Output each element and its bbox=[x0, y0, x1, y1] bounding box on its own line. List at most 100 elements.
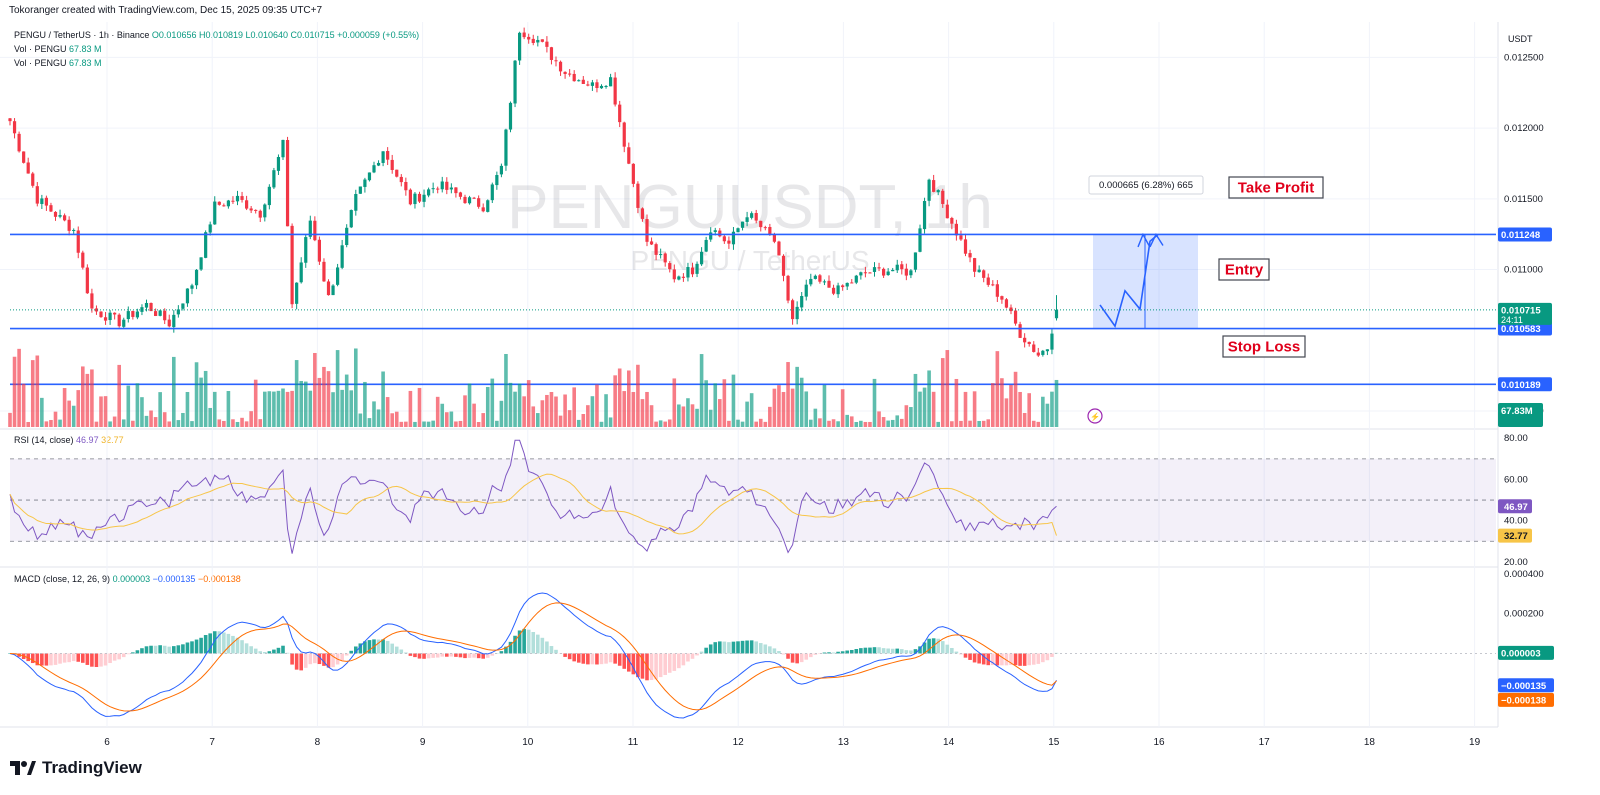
macd-hist-bar bbox=[1031, 653, 1036, 665]
macd-hist-bar bbox=[622, 653, 627, 669]
macd-hist-bar bbox=[185, 642, 190, 654]
candle-body bbox=[872, 267, 877, 272]
macd-hist-bar bbox=[658, 653, 663, 678]
macd-hist-bar bbox=[349, 650, 354, 654]
volume-bar bbox=[240, 417, 244, 427]
tradingview-logo[interactable]: TradingView bbox=[10, 758, 142, 778]
macd-hist-bar bbox=[795, 653, 799, 664]
candle-body bbox=[413, 193, 417, 205]
volume-legend-2[interactable]: Vol · PENGU 67.83 M bbox=[14, 58, 102, 68]
volume-bar bbox=[1031, 420, 1036, 427]
macd-legend[interactable]: MACD (close, 12, 26, 9) 0.000003 −0.0001… bbox=[14, 574, 241, 584]
macd-hist-bar bbox=[322, 653, 326, 666]
macd-hist-bar bbox=[172, 646, 176, 654]
macd-hist-bar bbox=[790, 653, 795, 663]
macd-label: MACD (close, 12, 26, 9) bbox=[14, 574, 111, 584]
volume-bar bbox=[322, 366, 326, 427]
macd-hist-bar bbox=[1050, 653, 1054, 657]
candle-body bbox=[1018, 324, 1022, 338]
candle-body bbox=[982, 270, 986, 278]
candle-body bbox=[326, 281, 331, 296]
candle-body bbox=[627, 147, 631, 164]
volume-bar bbox=[172, 356, 176, 427]
macd-hist-bar bbox=[881, 648, 886, 654]
candle-body bbox=[991, 284, 995, 286]
volume-bar bbox=[149, 410, 153, 427]
symbol-legend[interactable]: PENGU / TetherUS · 1h · Binance O0.01065… bbox=[14, 30, 419, 40]
candle-body bbox=[877, 267, 881, 269]
candle-body bbox=[590, 82, 594, 86]
macd-hist-bar bbox=[294, 653, 299, 670]
candle-body bbox=[295, 282, 299, 304]
macd-hist-bar bbox=[809, 653, 813, 658]
volume-bar bbox=[795, 366, 799, 427]
macd-tag bbox=[1498, 645, 1554, 660]
volume-bar bbox=[476, 421, 481, 427]
candle-body bbox=[404, 181, 408, 191]
volume-bar bbox=[849, 416, 854, 427]
candle-body bbox=[367, 172, 372, 181]
candle-body bbox=[781, 255, 786, 276]
volume-bar bbox=[827, 420, 831, 427]
price-tick-label: 0.011000 bbox=[1504, 265, 1543, 276]
currency-label: USDT bbox=[1508, 34, 1533, 44]
volume-bar bbox=[81, 366, 85, 427]
volume-bar bbox=[190, 421, 194, 427]
volume-bar bbox=[417, 387, 422, 427]
macd-hist-bar bbox=[545, 641, 549, 654]
macd-hist-bar bbox=[267, 651, 272, 654]
macd-hist-bar bbox=[17, 653, 21, 657]
volume-bar bbox=[627, 370, 631, 427]
macd-hist-bar bbox=[649, 653, 654, 681]
candle-body bbox=[72, 229, 76, 231]
candle-body bbox=[395, 169, 399, 177]
macd-hist-bar bbox=[467, 653, 472, 658]
current-price-text: 0.010715 bbox=[1501, 305, 1541, 316]
volume-bar bbox=[1054, 379, 1059, 427]
volume-bar bbox=[604, 394, 608, 427]
macd-hist-bar bbox=[581, 653, 586, 664]
macd-hist-bar bbox=[153, 645, 158, 654]
volume-bar bbox=[649, 405, 654, 427]
volume-legend[interactable]: Vol · PENGU 67.83 M bbox=[14, 44, 102, 54]
volume-bar bbox=[613, 375, 617, 427]
macd-hist-bar bbox=[1013, 653, 1018, 666]
candle-body bbox=[1004, 299, 1009, 308]
candle-body bbox=[518, 32, 522, 61]
candle-body bbox=[686, 267, 690, 278]
volume-bar bbox=[495, 420, 499, 427]
macd-hist-bar bbox=[991, 653, 995, 666]
volume-bar bbox=[1041, 396, 1045, 427]
macd-hist-bar bbox=[81, 653, 85, 663]
candle-body bbox=[304, 237, 308, 263]
candle-body bbox=[235, 195, 240, 202]
candle-body bbox=[31, 173, 35, 186]
macd-hist-bar bbox=[85, 653, 90, 665]
volume-bar bbox=[317, 377, 322, 427]
candle-body bbox=[886, 271, 890, 276]
candle-body bbox=[563, 71, 567, 75]
macd-hist-bar bbox=[299, 653, 303, 671]
macd-hist-bar bbox=[440, 653, 445, 657]
volume-bar bbox=[563, 394, 567, 427]
candle-body bbox=[358, 186, 362, 194]
candle-body bbox=[135, 311, 139, 318]
rsi-legend[interactable]: RSI (14, close) 46.97 32.77 bbox=[14, 435, 124, 445]
macd-hist-bar bbox=[144, 646, 149, 654]
volume-bar bbox=[608, 417, 613, 427]
price-tick-label: 0.011500 bbox=[1504, 194, 1543, 205]
volume-bar bbox=[622, 391, 627, 427]
macd-hist-bar bbox=[94, 653, 99, 667]
volume-bar bbox=[276, 390, 281, 427]
volume-bar bbox=[467, 383, 472, 427]
candle-body bbox=[8, 118, 12, 122]
volume-bar bbox=[954, 378, 959, 427]
volume-bar bbox=[463, 395, 467, 427]
macd-hist-bar bbox=[222, 632, 226, 654]
macd-hist-bar bbox=[140, 648, 144, 654]
macd-hist-bar bbox=[617, 653, 622, 666]
candle-body bbox=[258, 210, 262, 218]
volume-bar bbox=[845, 414, 849, 427]
macd-hist-bar bbox=[827, 652, 831, 654]
